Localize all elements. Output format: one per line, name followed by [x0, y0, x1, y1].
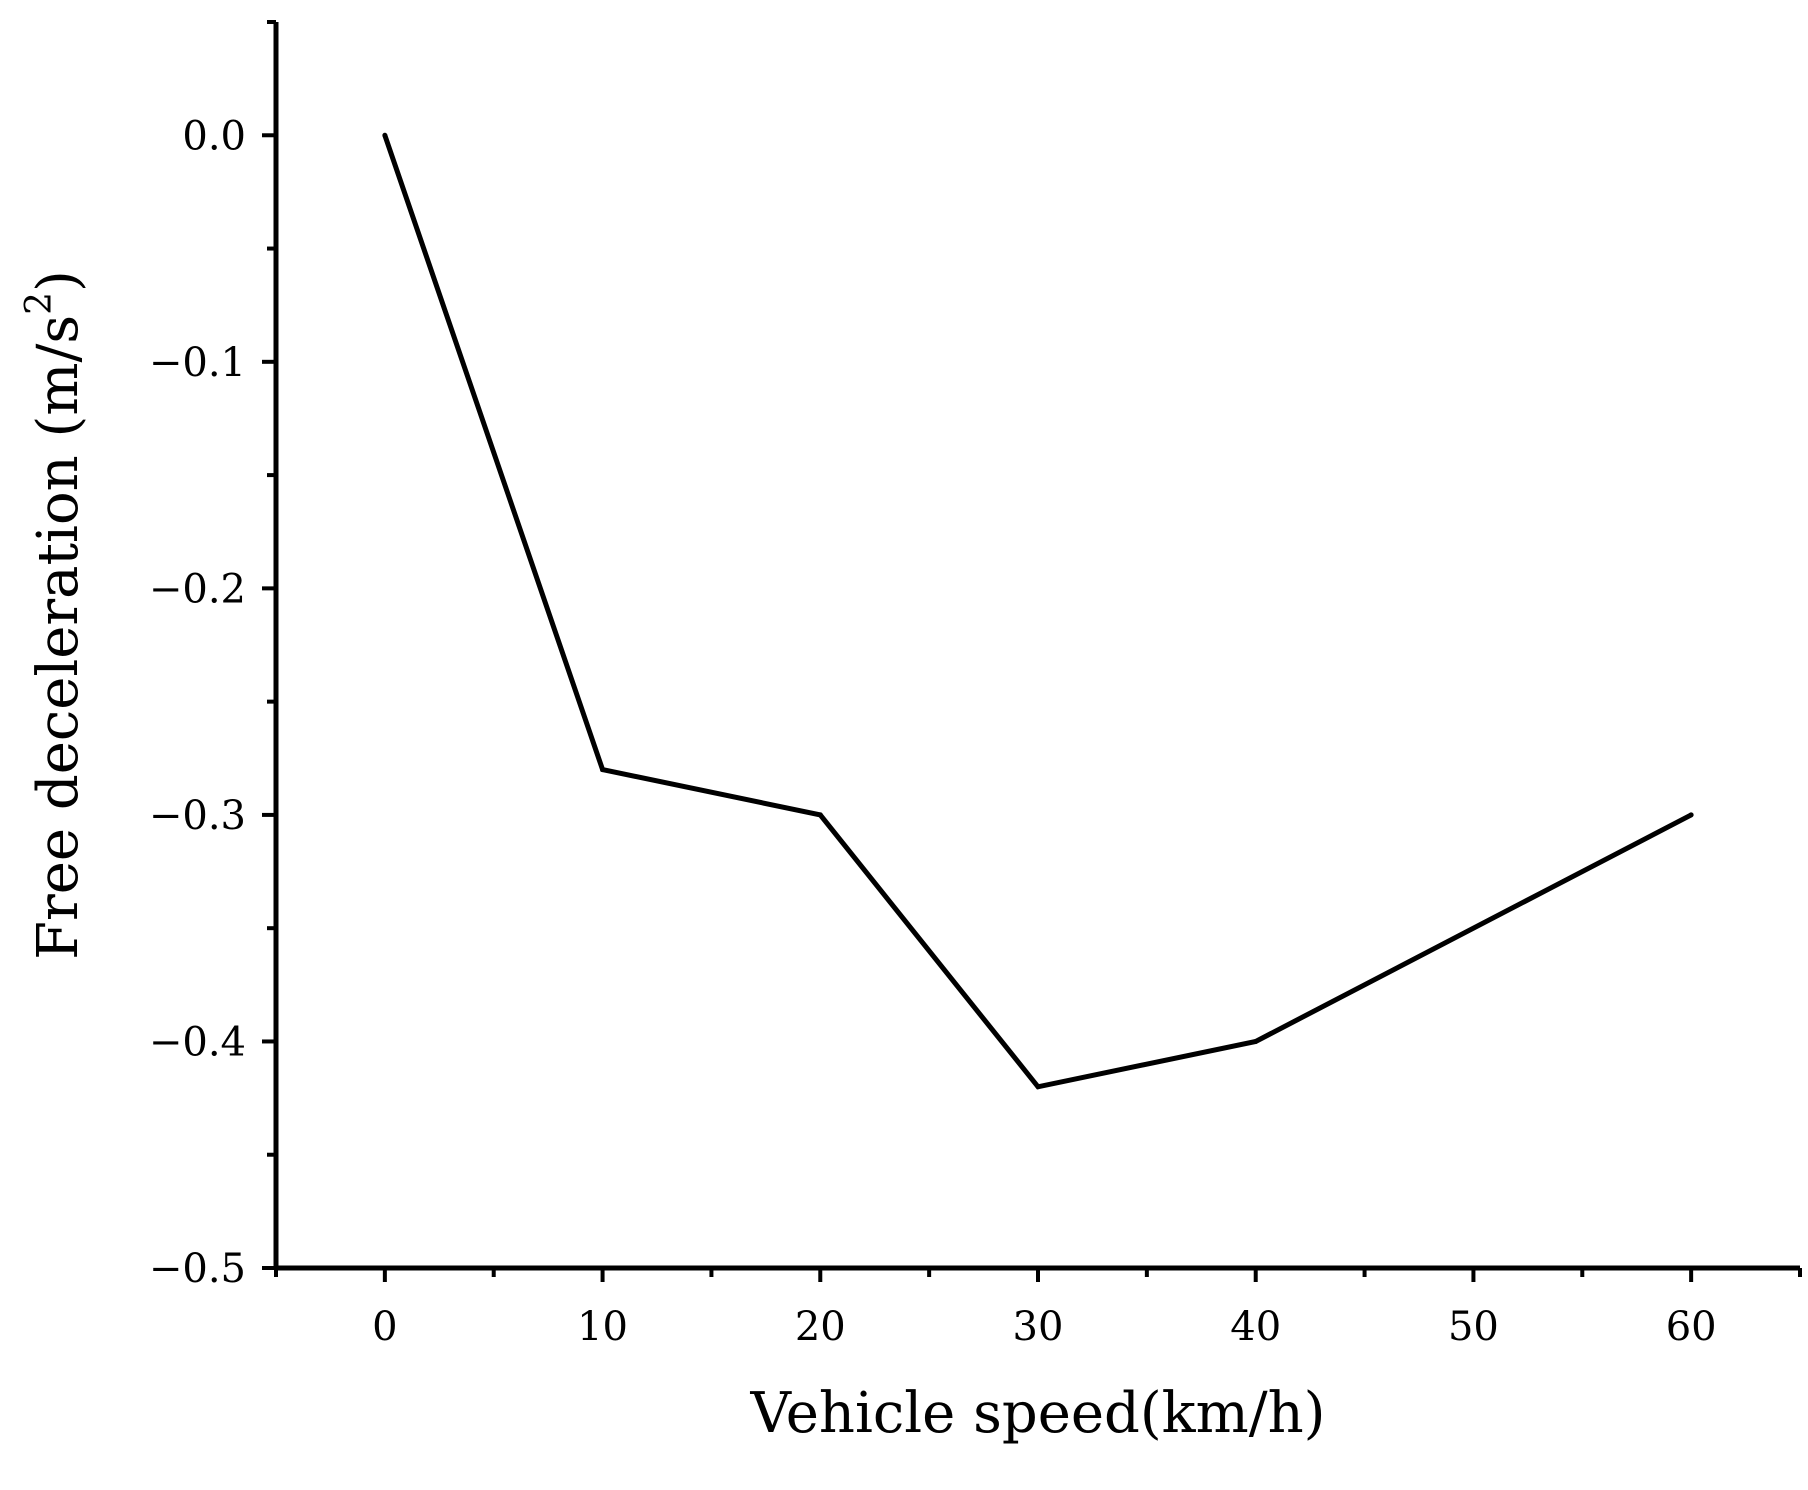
data-point	[382, 132, 388, 138]
x-tick-label: 0	[372, 1304, 397, 1350]
x-ticks: 0 10 20 30 40 50 60	[274, 1268, 1802, 1350]
y-axis-title-superscript: 2	[19, 292, 60, 315]
y-tick-label: −0.1	[149, 340, 246, 386]
data-point	[1688, 812, 1694, 818]
x-tick-label: 30	[1013, 1304, 1064, 1350]
y-tick-label: −0.4	[149, 1019, 246, 1065]
data-point	[817, 812, 823, 818]
y-tick-label: −0.3	[149, 793, 246, 839]
data-point	[1253, 1038, 1259, 1044]
y-tick-label: −0.2	[149, 566, 246, 612]
y-axis-title-close: )	[26, 270, 91, 292]
x-tick-label: 60	[1666, 1304, 1717, 1350]
series-layer	[382, 132, 1694, 1090]
y-tick-label: −0.5	[149, 1246, 246, 1292]
y-ticks: 0.0 −0.1 −0.2 −0.3 −0.4 −0.5	[149, 20, 276, 1292]
x-axis-title: Vehicle speed(km/h)	[749, 1381, 1325, 1446]
x-tick-label: 50	[1448, 1304, 1499, 1350]
axes	[273, 22, 1800, 1271]
series-line	[382, 134, 1693, 1090]
y-axis-title-main: Free deceleration (m/s	[26, 315, 91, 960]
data-point	[600, 767, 606, 773]
x-tick-label: 20	[795, 1304, 846, 1350]
y-axis-title: Free deceleration (m/s2)	[19, 270, 91, 960]
data-point	[1035, 1084, 1041, 1090]
y-tick-label: 0.0	[182, 113, 246, 159]
x-tick-label: 10	[577, 1304, 628, 1350]
x-tick-label: 40	[1230, 1304, 1281, 1350]
